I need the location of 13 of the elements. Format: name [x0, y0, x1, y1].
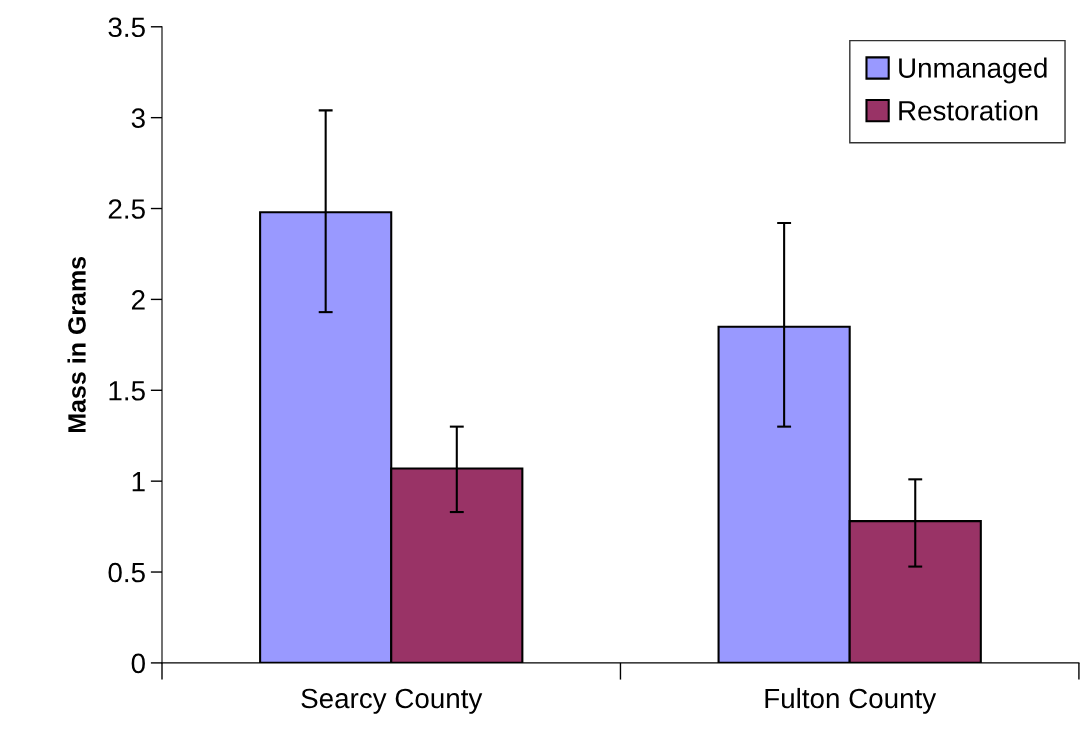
y-tick-label: 1: [132, 472, 145, 492]
y-tick-label: 2: [131, 290, 145, 310]
x-tick-label: Searcy County: [301, 688, 483, 714]
x-tick-label: Fulton County: [765, 687, 937, 714]
y-tick-label: 3.5: [108, 17, 145, 38]
legend-label: Unmanaged: [899, 57, 1047, 84]
y-tick-label: 1.5: [109, 381, 145, 401]
y-tick-label: 0: [131, 653, 145, 674]
legend-label: Restoration: [899, 100, 1038, 121]
y-tick-label: 0.5: [108, 562, 145, 583]
y-tick-label: 3: [131, 108, 145, 128]
y-tick-label: 2.5: [108, 199, 145, 219]
y-axis-title: Mass in Grams: [67, 256, 86, 433]
